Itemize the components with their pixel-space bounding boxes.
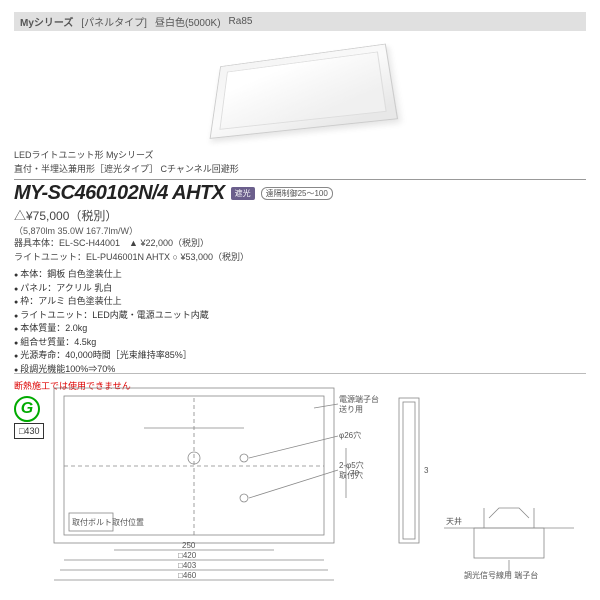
- panel-type-label: [パネルタイプ]: [81, 14, 147, 29]
- badge-shading: 遮光: [231, 187, 255, 200]
- bullet-item: 枠：アルミ 白色塗装仕上: [14, 295, 586, 309]
- bullet-item: 本体：鋼板 白色塗装仕上: [14, 268, 586, 282]
- series-label: Myシリーズ: [20, 14, 73, 29]
- model-number: MY-SC460102N/4 AHTX: [14, 182, 225, 205]
- ra-label: Ra85: [229, 16, 253, 27]
- model-row: MY-SC460102N/4 AHTX 遮光 遠隔制御25～100: [14, 179, 586, 205]
- bullet-item: 本体質量：2.0kg: [14, 322, 586, 336]
- bullet-item: 光源寿命：40,000時間［光束維持率85%］: [14, 349, 586, 363]
- component-unit: ライトユニット：EL-PU46001N AHTX ○ ¥53,000（税別）: [14, 251, 586, 265]
- diagram-svg: 取付ボルト取付位置 250 □420 □403 □460 電源端子台 送り用 φ…: [14, 378, 586, 588]
- product-image: [14, 35, 586, 145]
- note-okuri: 送り用: [339, 404, 363, 414]
- dim-460: □460: [178, 571, 197, 580]
- label-signal: 調光信号線用 端子台: [464, 570, 538, 580]
- spec-bullets: 本体：鋼板 白色塗装仕上 パネル：アクリル 乳白 枠：アルミ 白色塗装仕上 ライ…: [14, 268, 586, 376]
- technical-diagram: 取付ボルト取付位置 250 □420 □403 □460 電源端子台 送り用 φ…: [14, 373, 586, 588]
- description-line-2: 直付・半埋込兼用形［遮光タイプ］ Cチャンネル回避形: [14, 163, 586, 176]
- label-tenjo: 天井: [446, 516, 462, 526]
- dim-250: 250: [182, 541, 196, 550]
- dim-403: □403: [178, 561, 197, 570]
- description-line-1: LEDライトユニット形 Myシリーズ: [14, 149, 586, 162]
- badge-remote: 遠隔制御25～100: [261, 187, 333, 200]
- component-body: 器具本体：EL-SC-H44001 ▲ ¥22,000（税別）: [14, 237, 586, 251]
- bullet-item: 組合せ質量：4.5kg: [14, 336, 586, 350]
- spec-sub: （5,870lm 35.0W 167.7lm/W）: [14, 224, 586, 237]
- note-terminal: 電源端子台: [339, 394, 379, 404]
- bullet-item: ライトユニット：LED内蔵・電源ユニット内蔵: [14, 309, 586, 323]
- color-temp-label: 昼白色(5000K): [155, 14, 221, 29]
- dim-70: 70: [350, 469, 359, 478]
- bullet-item: パネル：アクリル 乳白: [14, 282, 586, 296]
- light-fixture-illustration: [210, 44, 399, 139]
- dim-3: 3: [424, 466, 429, 475]
- diagram-label-bolt: 取付ボルト取付位置: [72, 517, 144, 527]
- header-bar: Myシリーズ [パネルタイプ] 昼白色(5000K) Ra85: [14, 12, 586, 31]
- price: △¥75,000（税別）: [14, 207, 586, 224]
- note-phi26: φ26穴: [339, 430, 361, 440]
- dim-420: □420: [178, 551, 197, 560]
